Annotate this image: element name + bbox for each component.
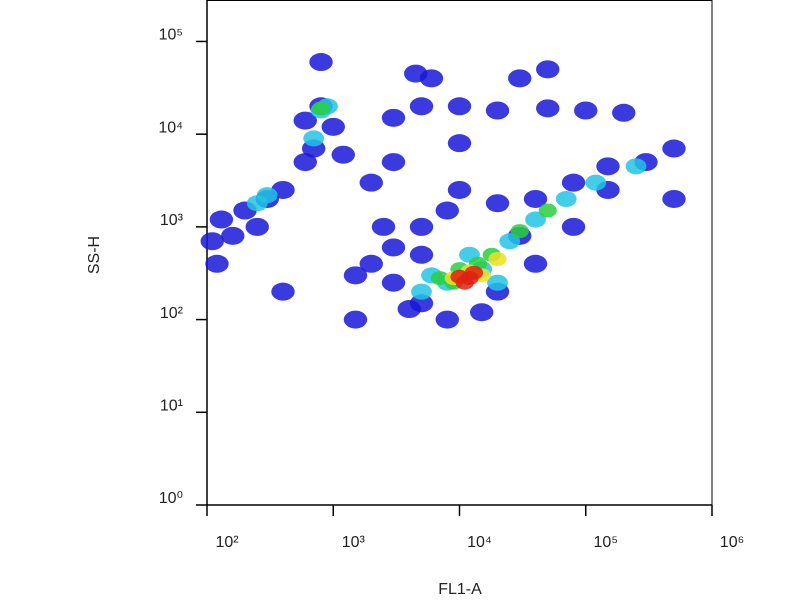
density-point — [447, 134, 472, 153]
density-point — [221, 226, 245, 245]
density-point — [245, 217, 269, 236]
density-point — [499, 233, 521, 250]
density-point — [321, 117, 345, 136]
density-point — [662, 189, 686, 208]
density-point — [596, 157, 620, 176]
density-point — [359, 173, 383, 192]
density-point — [510, 224, 529, 239]
density-point — [381, 153, 406, 172]
density-point — [464, 265, 483, 280]
density-point — [246, 195, 268, 212]
density-point — [574, 101, 598, 120]
density-point — [435, 201, 459, 220]
density-point — [409, 97, 434, 116]
density-point — [371, 217, 396, 236]
density-point — [485, 194, 510, 213]
density-point — [293, 111, 317, 130]
density-point — [561, 173, 586, 192]
density-point — [409, 245, 434, 264]
x-axis-label: FL1-A — [438, 581, 482, 598]
density-point — [447, 180, 472, 199]
density-point — [662, 139, 686, 158]
x-tick-label: 10³ — [342, 534, 366, 551]
density-point — [311, 101, 331, 116]
density-point — [309, 53, 333, 72]
density-point — [209, 210, 234, 229]
density-point — [200, 232, 224, 251]
density-point — [381, 108, 406, 127]
density-point — [470, 303, 494, 322]
x-tick-label: 10⁶ — [720, 534, 744, 551]
density-point — [409, 217, 434, 236]
density-point — [536, 60, 560, 79]
density-point — [343, 266, 368, 285]
density-point — [381, 238, 406, 257]
density-point — [523, 254, 548, 273]
density-point — [508, 69, 532, 88]
density-point — [397, 300, 421, 319]
density-point — [293, 153, 317, 172]
y-tick-label: 10³ — [160, 212, 184, 229]
x-tick-label: 10⁴ — [467, 534, 492, 551]
density-point — [485, 101, 510, 120]
density-point — [331, 145, 355, 164]
y-tick-label: 10¹ — [160, 398, 183, 415]
density-point — [419, 69, 444, 88]
density-point — [612, 103, 636, 122]
x-tick-label: 10² — [215, 534, 239, 551]
density-point — [359, 254, 383, 273]
density-point — [455, 275, 474, 290]
density-point — [536, 99, 560, 118]
x-tick-label: 10⁵ — [594, 534, 618, 551]
y-axis-label: SS-H — [86, 236, 103, 274]
density-point — [523, 189, 548, 208]
density-point — [435, 310, 459, 329]
y-tick-label: 10² — [160, 305, 184, 322]
y-tick-label: 10⁴ — [158, 119, 183, 136]
plot-area — [200, 53, 686, 329]
density-point — [488, 252, 507, 267]
density-point — [538, 203, 557, 218]
density-point — [381, 273, 406, 292]
density-point — [561, 217, 586, 236]
density-point — [205, 254, 229, 273]
density-point — [525, 211, 546, 228]
y-tick-label: 10⁵ — [159, 27, 183, 44]
density-point — [447, 97, 472, 116]
density-point — [487, 274, 508, 291]
density-point — [625, 158, 647, 175]
density-point — [585, 174, 607, 191]
density-point — [411, 283, 432, 300]
y-tick-label: 10⁰ — [159, 490, 183, 507]
density-point — [343, 310, 368, 329]
density-point — [271, 282, 295, 301]
density-point — [555, 190, 577, 207]
density-point — [430, 271, 450, 286]
density-point — [303, 130, 325, 147]
